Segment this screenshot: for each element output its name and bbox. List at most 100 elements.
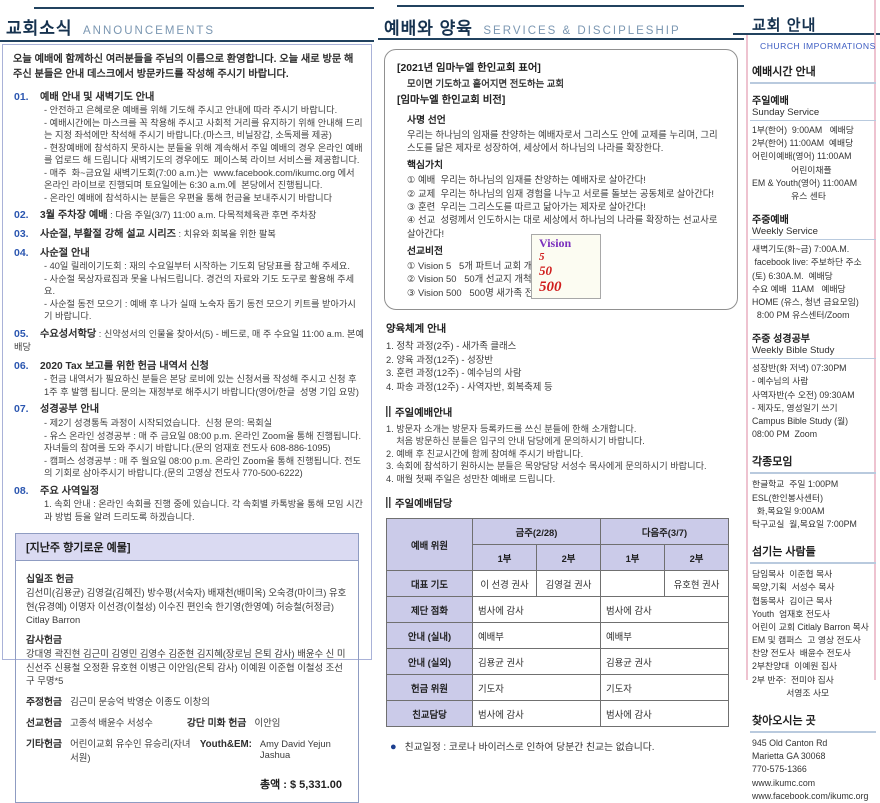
item-number: 03. <box>14 227 29 240</box>
weekly-offering-row: 주정헌금 김근미 문승억 박영순 이종도 이창의 <box>26 694 348 708</box>
cell: 범사에 감사 <box>472 700 601 728</box>
item-tail: : 다음 주일(3/7) 11:00 a.m. 다목적체육관 후면 주차장 <box>107 210 317 221</box>
directions-lines: 945 Old Canton Rd Marietta GA 30068 770-57… <box>750 737 876 803</box>
vision-title: [임마누엘 한인교회 비전] <box>397 95 506 107</box>
address-line: Marietta GA 30068 <box>752 751 826 762</box>
mission-offering-row: 선교헌금 고종석 배윤수 서성수 강단 미화 헌금 이안임 <box>26 715 348 729</box>
schedule-line: 수요 예배 11AM 예배당 <box>752 283 846 294</box>
vision-badge-500: 500 <box>539 278 562 295</box>
servant-line: 목양,기획 서성수 목사 <box>752 582 835 593</box>
worship-guide-label-text: 주일예배안내 <box>395 407 453 419</box>
service-1-header: 1부 <box>600 544 665 572</box>
schedule-line: EM & Youth(영어) 11:00AM <box>752 177 858 188</box>
servant-line: 2부 반주: 전미야 집사 <box>752 674 834 685</box>
services-title-ko: 예배와 양육 <box>384 19 473 38</box>
announcement-item-04: 04. 사순절 안내 - 40일 릴레이기도회 : 재의 수요일부터 시작하는 기… <box>10 247 364 323</box>
nurture-line: 1. 정착 과정(2주) - 새가족 클래스 <box>386 340 517 352</box>
meeting-line: 화,목요일 9:00AM <box>752 505 825 516</box>
core-values-label: 핵심가치 <box>407 160 444 172</box>
offering-header: [지난주 향기로운 예물] <box>16 534 358 562</box>
schedule-line: HOME (유스, 청년 금요모임) <box>752 296 859 307</box>
announcements-title-en: ANNOUNCEMENTS <box>83 25 216 37</box>
cell: 예배부 <box>472 622 601 650</box>
worship-guide-line: 3. 속회에 참석하기 원하시는 분들은 목양담당 서성수 목사에게 문의하시기… <box>386 461 707 472</box>
title-underline-middle <box>378 38 744 40</box>
schedule-line: 성장반(화 저녁) 07:30PM <box>752 363 847 374</box>
table-header-row-1: 예배 위원 금주(2/28) 다음주(3/7) <box>386 518 729 572</box>
schedule-line: facebook live: 주보하단 주소 <box>752 257 862 268</box>
worship-duty-section: 주일예배담당 <box>386 497 738 512</box>
announcement-line: - 현장예배에 참석하지 못하시는 분들을 위해 계속해서 주일 예배의 경우 … <box>44 142 363 166</box>
item-04-lines: - 40일 릴레이기도회 : 재의 수요일부터 시작하는 기도회 담당표를 참고… <box>10 260 364 323</box>
item-01-head: 01. 예배 안내 및 새벽기도 안내 <box>10 91 364 105</box>
vision-badge-word: Vision <box>539 236 572 251</box>
item-title: 2020 Tax 보고를 위한 헌금 내역서 신청 <box>40 360 209 372</box>
offering-box: [지난주 향기로운 예물] 십일조 헌금 김선미(김용균) 김영걸(김혜진) 방… <box>15 533 359 803</box>
schedule-line: 사역자반(수 오전) 09:30AM <box>752 389 855 400</box>
worship-times-header: 예배시간 안내 <box>750 61 876 84</box>
item-number: 01. <box>14 90 29 103</box>
item-06-lines: - 헌금 내역서가 필요하신 분들은 본당 로비에 있는 신청서를 작성해 주시… <box>10 373 364 398</box>
nurture-section: 양육체계 안내 1. 정착 과정(2주) - 새가족 클래스 2. 양육 과정(1… <box>386 322 738 394</box>
announcement-item-06: 06. 2020 Tax 보고를 위한 헌금 내역서 신청 - 헌금 내역서가 필… <box>10 360 364 399</box>
schedule-line: 어린이예배(영어) 11:00AM <box>752 151 852 162</box>
row-label: 친교담당 <box>386 700 473 728</box>
vision-badge-5: 5 <box>539 251 545 264</box>
cell: 기도자 <box>600 674 729 702</box>
section-bar-icon <box>386 497 391 509</box>
mission-label: 선교헌금 <box>26 718 63 730</box>
item-title: 성경공부 안내 <box>40 404 100 416</box>
item-number: 05. <box>14 327 29 340</box>
church-info-title: 교회 안내 <box>752 17 817 34</box>
cell: 범사에 감사 <box>600 700 729 728</box>
cell: 이 선경 권사 <box>472 570 537 598</box>
address-line: 770-575-1366 <box>752 764 807 775</box>
group-subtitle: Sunday Service <box>750 107 876 121</box>
item-number: 07. <box>14 403 29 416</box>
worship-guide-line: 2. 예배 후 친교시간에 함께 참여해 주시기 바랍니다. <box>386 448 584 459</box>
mission-names: 고종석 배윤수 서성수 <box>70 717 153 729</box>
group-lines: 성장반(화 저녁) 07:30PM - 예수님의 사람 사역자반(수 오전) 09:… <box>750 362 876 441</box>
schedule-line: 새벽기도(화~금) 7:00A.M. <box>752 244 850 255</box>
servants-lines: 담임목사 이준협 목사 목양,기획 서성수 목사 협동목사 김이근 목사 Youth … <box>750 568 876 700</box>
worship-duty-label: 주일예배담당 <box>386 497 738 512</box>
servant-line: 담임목사 이준협 목사 <box>752 569 833 580</box>
next-week-header: 다음주(3/7) <box>600 518 729 546</box>
item-number: 04. <box>14 246 29 259</box>
schedule-line: 8:00 PM 유스센터/Zoom <box>752 310 850 321</box>
thanks-names: 강대영 곽진현 김근미 김영민 김영수 김준현 김지혜(장로님 은퇴 감사) 배… <box>26 648 346 686</box>
item-number: 06. <box>14 359 29 372</box>
church-info-subtitle: CHURCH IMPORMATIONS <box>760 41 876 51</box>
core-value-line: ① 예배 우리는 하나님의 임재를 찬양하는 예배자로 살아간다! <box>407 174 646 186</box>
services-title-en: SERVICES & DISCIPLESHIP <box>483 25 681 37</box>
table-corner-cell: 예배 위원 <box>386 518 473 572</box>
cell <box>600 570 665 598</box>
core-value-line: ④ 선교 성령께서 인도하시는 대로 세상에서 하나님의 나라를 확장하는 선교… <box>407 214 721 239</box>
top-rule-middle <box>397 5 744 7</box>
meetings-lines: 한글학교 주일 1:00PM ESL(한인봉사센터) 화,목요일 9:00AM 탁구… <box>750 478 876 531</box>
worship-guide-label: 주일예배안내 <box>386 405 738 421</box>
column-divider-pink-right <box>874 0 876 680</box>
church-info-column: 교회 안내 CHURCH IMPORMATIONS 예배시간 안내 주일예배 S… <box>750 0 876 801</box>
item-number: 08. <box>14 484 29 497</box>
announcements-title-ko: 교회소식 <box>6 19 73 38</box>
schedule-line: (토) 6:30A.M. 예배당 <box>752 270 833 281</box>
announcement-line: 1. 속회 안내 : 온라인 속회를 진행 중에 있습니다. 각 속회별 카톡방… <box>44 499 363 522</box>
item-06-head: 06. 2020 Tax 보고를 위한 헌금 내역서 신청 <box>10 360 364 374</box>
announcements-box: 오늘 예배에 함께하신 여러분들을 주님의 이름으로 환영합니다. 오늘 새로 … <box>2 44 372 803</box>
table-row-usher-indoor: 안내 (실내) 예배부 예배부 <box>386 622 729 650</box>
announcements-column: 교회소식 ANNOUNCEMENTS 오늘 예배에 함께하신 여러분들을 주님의… <box>0 0 376 803</box>
welcome-intro: 오늘 예배에 함께하신 여러분들을 주님의 이름으로 환영합니다. 오늘 새로 … <box>13 54 354 80</box>
youth-em-names: Amy David Yejun Jashua <box>259 738 331 761</box>
nurture-line: 3. 훈련 과정(12주) - 예수님의 사람 <box>386 367 522 379</box>
weekly-service-group: 주중예배 Weekly Service 새벽기도(화~금) 7:00A.M. f… <box>750 211 876 322</box>
announcement-line: - 매주 화~금요일 새벽기도회(7:00 a.m.)는 www.faceboo… <box>44 167 358 191</box>
item-07-head: 07. 성경공부 안내 <box>10 403 364 417</box>
church-info-title-row: 교회 안내 <box>750 0 876 35</box>
group-lines: 새벽기도(화~금) 7:00A.M. facebook live: 주보하단 주… <box>750 243 876 322</box>
bible-study-group: 주중 성경공부 Weekly Bible Study 성장반(화 저녁) 07:… <box>750 330 876 441</box>
item-title: 주요 사역일정 <box>40 485 100 497</box>
worship-guide-section: 주일예배안내 1. 방문자 소개는 방문자 등록카드를 쓰신 분들에 한해 소개… <box>386 405 738 486</box>
servant-line: 2부찬양대 이예원 집사 <box>752 661 838 672</box>
schedule-line: 2부(한어) 11:00AM 예배당 <box>752 138 854 149</box>
